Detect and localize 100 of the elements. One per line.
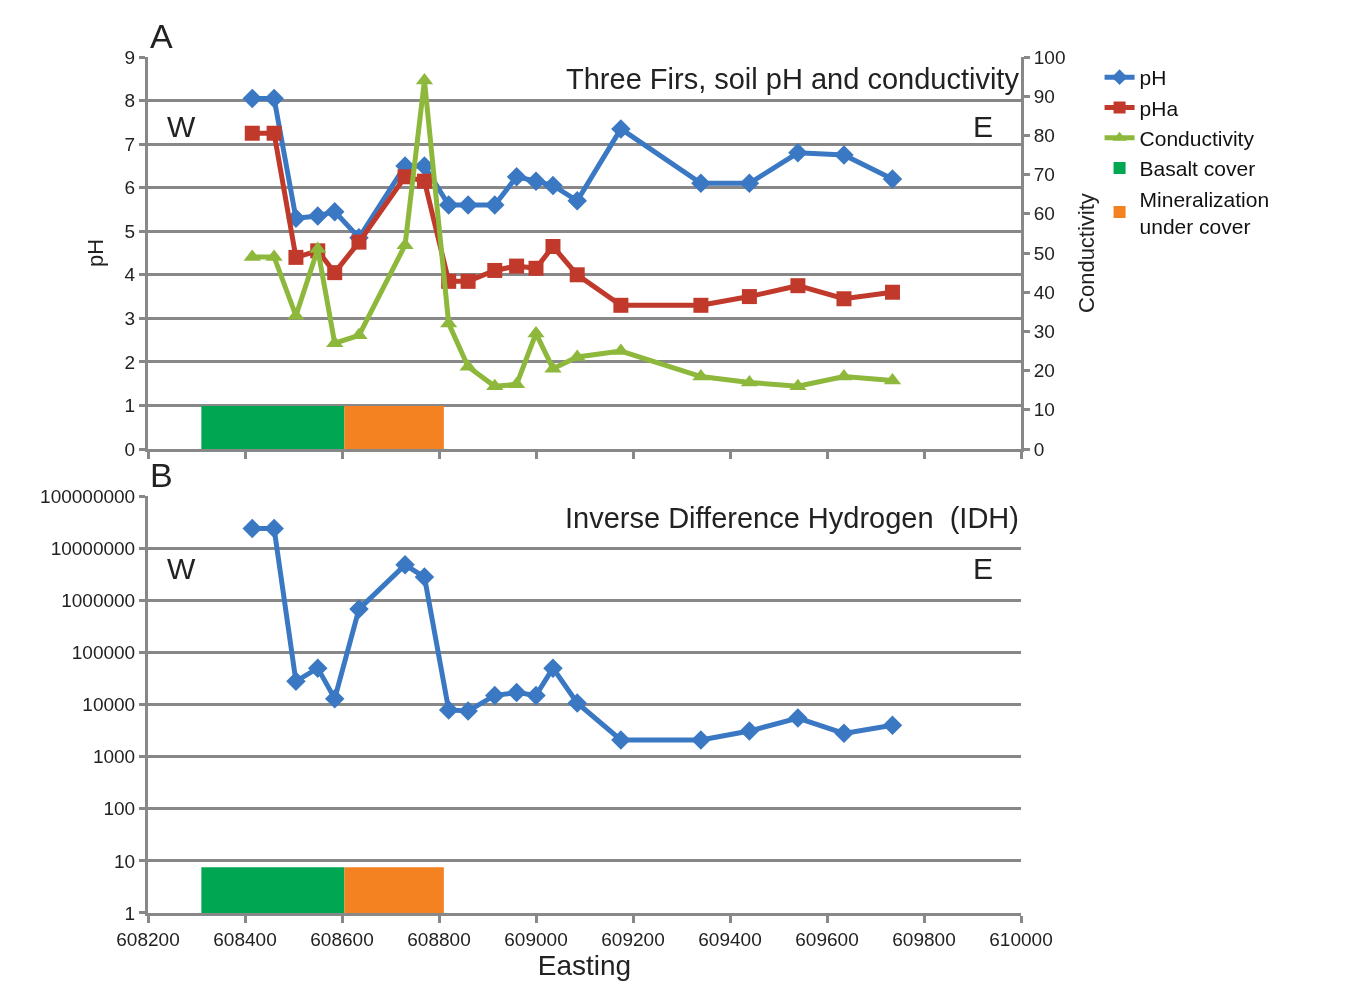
- y-tick-label: 9: [124, 46, 136, 68]
- point: [458, 701, 478, 721]
- point: [882, 169, 903, 189]
- point: [788, 708, 808, 728]
- point: [543, 175, 563, 196]
- point: [567, 693, 587, 713]
- point: [264, 518, 284, 539]
- point: [611, 730, 631, 750]
- y-tick-label: 5: [124, 220, 136, 242]
- x-tick-label: 608800: [407, 928, 471, 950]
- x-tick-label: 609800: [892, 928, 956, 950]
- point: [567, 191, 587, 211]
- text: A: [150, 17, 173, 55]
- point: [486, 378, 504, 391]
- point: [528, 260, 544, 276]
- x-tick-label: 608600: [310, 928, 374, 950]
- point: [438, 700, 459, 720]
- y2-axis-title: Conductivity: [1074, 193, 1100, 313]
- point: [834, 723, 854, 744]
- point: [485, 685, 505, 706]
- point: [526, 685, 546, 706]
- point: [487, 262, 503, 278]
- point: [506, 682, 527, 703]
- point: [416, 173, 432, 189]
- point: [506, 167, 527, 187]
- point: [834, 145, 854, 165]
- point: [460, 273, 476, 289]
- y-tick-label: 1: [124, 395, 136, 417]
- x-tick-label: 609000: [504, 928, 568, 950]
- point: [882, 715, 903, 736]
- point: [788, 143, 808, 163]
- point: [691, 730, 711, 750]
- point: [526, 171, 546, 191]
- point: [324, 688, 345, 709]
- point: [611, 119, 631, 139]
- y-tick-label: 8: [124, 90, 136, 112]
- point: [485, 195, 505, 215]
- y2-tick-label: 40: [1033, 281, 1055, 303]
- y-tick-label: 7: [124, 133, 136, 155]
- y-tick-label: 1000000: [61, 590, 136, 611]
- x-tick-label: 609200: [601, 928, 665, 950]
- point: [545, 238, 561, 254]
- y2-tick-label: 70: [1033, 164, 1055, 186]
- y2-tick-label: 20: [1033, 360, 1055, 382]
- annotation: W: [167, 552, 196, 585]
- point: [308, 206, 328, 226]
- point: [244, 125, 260, 141]
- point: [884, 284, 900, 300]
- point: [264, 88, 284, 109]
- y-tick-label: 2: [124, 351, 136, 373]
- point: [836, 291, 852, 307]
- y2-tick-label: 100: [1033, 46, 1066, 68]
- y2-tick-label: 60: [1033, 203, 1055, 225]
- annotation: W: [167, 110, 196, 143]
- y2-tick-label: 80: [1033, 125, 1055, 147]
- chart-title: Three Firs, soil pH and conductivity: [566, 63, 1020, 95]
- y-tick-label: 1000: [92, 746, 136, 768]
- point: [324, 201, 345, 222]
- y2-tick-label: 10: [1033, 399, 1055, 421]
- y-tick-label: 100000: [71, 642, 136, 664]
- y-tick-label: 3: [124, 308, 136, 330]
- point: [790, 278, 806, 294]
- point: [351, 234, 367, 250]
- y2-tick-label: 90: [1033, 85, 1055, 107]
- y-tick-label: 0: [124, 438, 136, 460]
- point: [308, 658, 328, 678]
- point: [739, 721, 760, 741]
- point: [739, 173, 760, 194]
- x-tick-label: 608200: [116, 928, 180, 950]
- y-tick-label: 10000000: [50, 537, 136, 559]
- y-tick-label: 1: [124, 902, 136, 924]
- point: [527, 325, 545, 338]
- point: [349, 599, 369, 619]
- y-tick-label: 10: [114, 850, 136, 872]
- point: [327, 265, 343, 281]
- point: [569, 267, 585, 283]
- y-tick-label: 10000: [82, 694, 136, 716]
- y2-tick-label: 30: [1033, 321, 1055, 343]
- point: [242, 88, 263, 109]
- y2-tick-label: 0: [1033, 438, 1045, 460]
- y-tick-label: 6: [124, 177, 136, 199]
- point: [741, 289, 757, 305]
- y-tick-label: 4: [124, 264, 136, 286]
- legend-label: Basalt cover: [1139, 157, 1256, 181]
- annotation: E: [973, 552, 994, 585]
- x-tick-label: 610000: [989, 928, 1053, 950]
- point: [458, 195, 478, 215]
- legend-label: pH: [1139, 66, 1167, 90]
- point: [395, 555, 415, 575]
- point: [242, 518, 263, 539]
- point: [613, 297, 629, 313]
- x-axis-title: Easting: [537, 949, 632, 981]
- point: [509, 258, 525, 274]
- y-tick-label: 100000000: [40, 485, 136, 507]
- legend-label: Conductivity: [1139, 126, 1255, 150]
- y2-tick-label: 50: [1033, 242, 1055, 264]
- point: [286, 671, 306, 692]
- x-tick-label: 609600: [795, 928, 859, 950]
- point: [691, 173, 711, 194]
- annotation: E: [973, 110, 994, 143]
